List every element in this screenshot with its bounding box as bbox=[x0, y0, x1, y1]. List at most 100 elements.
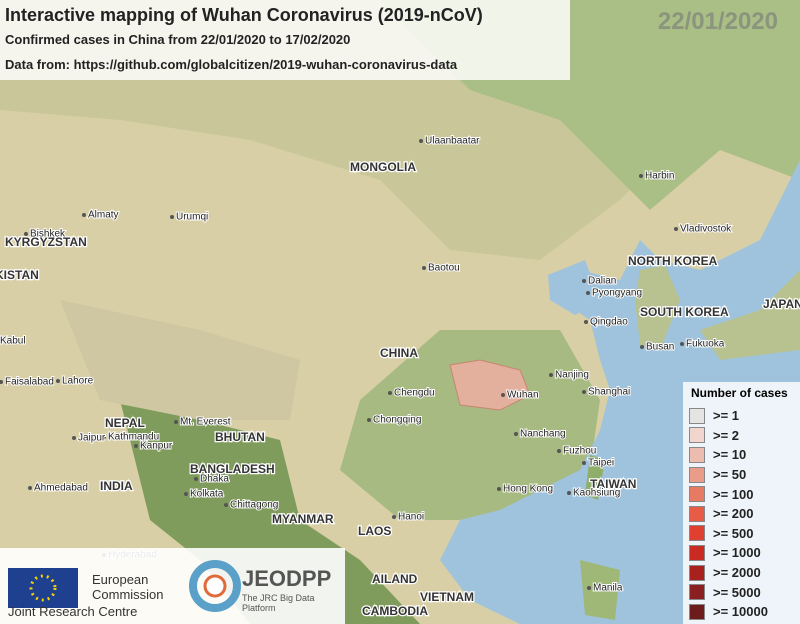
country-label: SOUTH KOREA bbox=[640, 305, 729, 319]
land bbox=[700, 270, 800, 360]
legend-item: >= 1000 bbox=[689, 543, 800, 563]
legend-swatch bbox=[689, 427, 705, 444]
city-dot bbox=[194, 477, 198, 481]
ec-flag-logo bbox=[8, 568, 78, 608]
land bbox=[635, 265, 680, 350]
legend-item: >= 50 bbox=[689, 465, 800, 485]
legend-swatch bbox=[689, 486, 705, 503]
city-dot bbox=[582, 279, 586, 283]
city-dot bbox=[422, 266, 426, 270]
city-label: Kabul bbox=[0, 336, 26, 347]
legend-item: >= 100 bbox=[689, 484, 800, 504]
legend-item: >= 5000 bbox=[689, 582, 800, 602]
city-dot bbox=[72, 436, 76, 440]
jeodpp-logo-center bbox=[203, 574, 227, 598]
city-label: Nanchang bbox=[520, 429, 566, 440]
city-dot bbox=[102, 435, 106, 439]
legend-swatch bbox=[689, 525, 705, 542]
country-label: MONGOLIA bbox=[350, 160, 416, 174]
city-dot bbox=[24, 232, 28, 236]
city-label: Fukuoka bbox=[686, 339, 725, 350]
legend-label: >= 2000 bbox=[713, 565, 761, 581]
city-label: Lahore bbox=[62, 376, 94, 387]
city-dot bbox=[367, 418, 371, 422]
legend-swatch bbox=[689, 544, 705, 561]
country-label: LAOS bbox=[358, 524, 391, 538]
city-label: Ahmedabad bbox=[34, 483, 88, 494]
legend-label: >= 2 bbox=[713, 427, 740, 443]
city-dot bbox=[28, 486, 32, 490]
ec-stars bbox=[29, 574, 57, 602]
title-panel bbox=[0, 0, 570, 80]
country-label: NEPAL bbox=[105, 416, 145, 430]
city-label: Kaohsiung bbox=[573, 488, 620, 499]
city-label: Hanoi bbox=[398, 512, 424, 523]
legend-item: >= 1 bbox=[689, 406, 800, 426]
data-source: Data from: https://github.com/globalciti… bbox=[5, 57, 458, 72]
hubei-region bbox=[449, 359, 531, 411]
country-label: TAIWAN bbox=[590, 477, 636, 491]
country-label: NORTH KOREA bbox=[628, 254, 718, 268]
city-dot bbox=[514, 432, 518, 436]
legend-swatch bbox=[689, 564, 705, 581]
land bbox=[585, 455, 605, 500]
city-dot bbox=[567, 491, 571, 495]
city-dot bbox=[501, 393, 505, 397]
title: Interactive mapping of Wuhan Coronavirus… bbox=[5, 5, 483, 25]
city-label: Ulaanbaatar bbox=[425, 136, 480, 147]
date: 22/01/2020 bbox=[657, 8, 778, 35]
ec-line2: Commission bbox=[92, 587, 164, 602]
country-label: KISTAN bbox=[0, 268, 39, 282]
legend-label: >= 10000 bbox=[713, 604, 768, 620]
city-label: Pyongyang bbox=[592, 288, 642, 299]
city-label: Manila bbox=[593, 583, 623, 594]
city-label: Busan bbox=[646, 342, 674, 353]
city-dot bbox=[174, 420, 178, 424]
city-label: Taipei bbox=[588, 458, 614, 469]
legend-item: >= 10 bbox=[689, 445, 800, 465]
country-label: BANGLADESH bbox=[190, 462, 275, 476]
city-label: Qingdao bbox=[590, 317, 628, 328]
city-label: Mt. Everest bbox=[180, 417, 231, 428]
city-dot bbox=[56, 379, 60, 383]
city-dot bbox=[549, 373, 553, 377]
jeodpp-logo bbox=[189, 560, 241, 612]
country-label: VIETNAM bbox=[420, 590, 474, 604]
legend-item: >= 2000 bbox=[689, 563, 800, 583]
legend-label: >= 500 bbox=[713, 525, 754, 541]
jeodpp-subtitle: The JRC Big Data Platform bbox=[242, 593, 315, 613]
jeodpp-label: JEODPP bbox=[242, 566, 332, 591]
city-label: Almaty bbox=[88, 210, 119, 221]
legend-label: >= 1 bbox=[713, 408, 740, 424]
city-label: Vladivostok bbox=[680, 224, 732, 235]
city-label: Kolkata bbox=[190, 489, 224, 500]
city-label: Dalian bbox=[588, 276, 616, 287]
city-label: Dhaka bbox=[200, 474, 229, 485]
country-label: KYRGYZSTAN bbox=[5, 235, 87, 249]
country-label: JAPAN bbox=[763, 297, 800, 311]
city-dot bbox=[674, 227, 678, 231]
city-dot bbox=[392, 515, 396, 519]
city-label: Fuzhou bbox=[563, 446, 596, 457]
city-label: Shanghai bbox=[588, 387, 630, 398]
city-label: Jaipur bbox=[78, 433, 106, 444]
city-dot bbox=[419, 139, 423, 143]
legend-swatch bbox=[689, 505, 705, 522]
legend-label: >= 10 bbox=[713, 447, 747, 463]
city-dot bbox=[388, 391, 392, 395]
legend-item: >= 2 bbox=[689, 426, 800, 446]
city-label: Baotou bbox=[428, 263, 460, 274]
city-dot bbox=[557, 449, 561, 453]
legend-label: >= 5000 bbox=[713, 584, 761, 600]
legend-swatch bbox=[689, 446, 705, 463]
country-label: CAMBODIA bbox=[362, 604, 428, 618]
city-dot bbox=[640, 345, 644, 349]
city-label: Kanpur bbox=[140, 441, 173, 452]
city-dot bbox=[224, 503, 228, 507]
legend-title: Number of cases bbox=[691, 386, 788, 400]
legend-item: >= 10000 bbox=[689, 602, 800, 622]
city-dot bbox=[582, 461, 586, 465]
city-label: Chittagong bbox=[230, 500, 278, 511]
